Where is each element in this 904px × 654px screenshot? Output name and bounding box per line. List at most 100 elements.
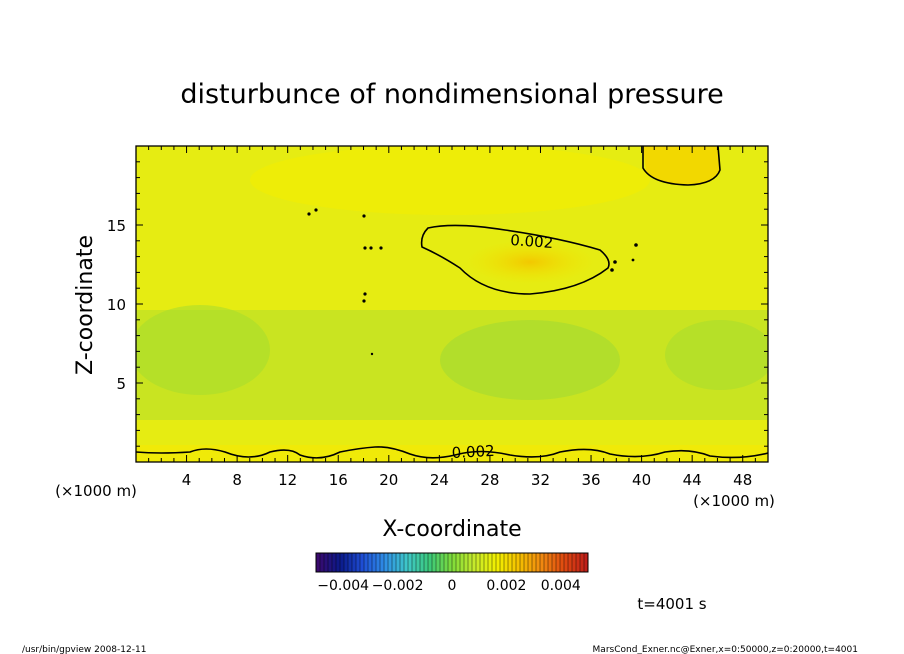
colorbar-cell bbox=[348, 553, 352, 572]
colorbar-cell bbox=[528, 553, 532, 572]
colorbar-cell bbox=[552, 553, 556, 572]
colorbar-cell bbox=[392, 553, 396, 572]
colorbar-cell bbox=[332, 553, 336, 572]
contour-line-bottom bbox=[136, 446, 768, 459]
colorbar-cell bbox=[328, 553, 332, 572]
contour-line-corner bbox=[642, 146, 721, 186]
contour-label-upper: 0.002 bbox=[510, 231, 554, 252]
colorbar-cell bbox=[452, 553, 456, 572]
colorbar-cell bbox=[388, 553, 392, 572]
colorbar-cell bbox=[420, 553, 424, 572]
colorbar-cell bbox=[524, 553, 528, 572]
x-tick-label: 4 bbox=[182, 471, 192, 489]
colorbar-cell bbox=[436, 553, 440, 572]
contour-dots bbox=[307, 208, 638, 356]
colorbar-cell bbox=[464, 553, 468, 572]
colorbar-cell bbox=[536, 553, 540, 572]
colorbar-cell bbox=[532, 553, 536, 572]
field-green-blob-mid bbox=[440, 320, 620, 400]
y-axis-label: Z-coordinate bbox=[73, 235, 98, 375]
colorbar-tick-label: −0.004 bbox=[317, 578, 369, 594]
contour-label-bottom: 0.002 bbox=[451, 442, 495, 462]
colorbar-cell bbox=[548, 553, 552, 572]
x-tick-label: 36 bbox=[581, 471, 600, 489]
colorbar-cell bbox=[572, 553, 576, 572]
colorbar-cell bbox=[364, 553, 368, 572]
colorbar-cell bbox=[456, 553, 460, 572]
colorbar-cell bbox=[344, 553, 348, 572]
x-tick-label: 48 bbox=[733, 471, 752, 489]
colorbar-cell bbox=[440, 553, 444, 572]
colorbar-cell bbox=[520, 553, 524, 572]
time-label: t=4001 s bbox=[637, 595, 706, 613]
colorbar-cell bbox=[544, 553, 548, 572]
x-tick-label: 12 bbox=[278, 471, 297, 489]
colorbar-cell bbox=[496, 553, 500, 572]
colorbar-cell bbox=[356, 553, 360, 572]
x-axis-label: X-coordinate bbox=[382, 517, 521, 542]
colorbar-cell bbox=[412, 553, 416, 572]
y-tick-label: 5 bbox=[116, 375, 126, 393]
colorbar-cell bbox=[408, 553, 412, 572]
colorbar-tick-labels: −0.004 −0.002 0 0.002 0.004 bbox=[317, 578, 581, 594]
y-axis-unit: (×1000 m) bbox=[55, 482, 137, 500]
colorbar-cell bbox=[472, 553, 476, 572]
colorbar-cell bbox=[400, 553, 404, 572]
colorbar-cell bbox=[340, 553, 344, 572]
colorbar-cell bbox=[516, 553, 520, 572]
x-tick-label: 28 bbox=[480, 471, 499, 489]
x-tick-label: 20 bbox=[379, 471, 398, 489]
colorbar-cell bbox=[556, 553, 560, 572]
y-axis-ticks bbox=[136, 161, 768, 447]
field-green-blob-left bbox=[136, 305, 270, 395]
field-yellow-bottom bbox=[136, 445, 768, 462]
x-tick-label: 32 bbox=[531, 471, 550, 489]
colorbar-cell bbox=[584, 553, 588, 572]
plot-area bbox=[136, 146, 768, 462]
colorbar-cell bbox=[500, 553, 504, 572]
x-axis-unit: (×1000 m) bbox=[693, 492, 775, 510]
colorbar-cell bbox=[424, 553, 428, 572]
colorbar-cell bbox=[372, 553, 376, 572]
colorbar-cell bbox=[460, 553, 464, 572]
colorbar-cell bbox=[324, 553, 328, 572]
colorbar-cell bbox=[336, 553, 340, 572]
field-yellow-top bbox=[250, 146, 650, 215]
colorbar-tick-label: 0.002 bbox=[486, 578, 526, 594]
y-tick-label: 10 bbox=[107, 296, 126, 314]
colorbar-cell bbox=[492, 553, 496, 572]
colorbar-cell bbox=[368, 553, 372, 572]
colorbar-tick-label: 0.004 bbox=[541, 578, 581, 594]
high-pressure-upper-right bbox=[643, 146, 720, 186]
colorbar-cell bbox=[484, 553, 488, 572]
colorbar-frame bbox=[315, 552, 589, 573]
colorbar-cell bbox=[540, 553, 544, 572]
footer-left: /usr/bin/gpview 2008-12-11 bbox=[22, 645, 146, 654]
colorbar-cell bbox=[476, 553, 480, 572]
colorbar-cell bbox=[428, 553, 432, 572]
chart-title: disturbunce of nondimensional pressure bbox=[180, 79, 723, 110]
colorbar-cell bbox=[580, 553, 584, 572]
colorbar-cell bbox=[448, 553, 452, 572]
x-axis-ticks bbox=[148, 146, 756, 462]
colorbar-cell bbox=[376, 553, 380, 572]
x-tick-label: 16 bbox=[329, 471, 348, 489]
colorbar-cell bbox=[512, 553, 516, 572]
colorbar-cell bbox=[432, 553, 436, 572]
x-tick-label: 44 bbox=[683, 471, 702, 489]
colorbar-cell bbox=[560, 553, 564, 572]
colorbar-cell bbox=[404, 553, 408, 572]
colorbar-cell bbox=[384, 553, 388, 572]
colorbar-cell bbox=[352, 553, 356, 572]
y-tick-label: 15 bbox=[107, 217, 126, 235]
colorbar-cell bbox=[568, 553, 572, 572]
footer-right: MarsCond_Exner.nc@Exner,x=0:50000,z=0:20… bbox=[593, 645, 858, 654]
colorbar bbox=[315, 553, 588, 572]
x-tick-label: 40 bbox=[632, 471, 651, 489]
y-axis-tick-labels: 5 10 15 bbox=[107, 217, 126, 393]
colorbar-tick-label: −0.002 bbox=[372, 578, 424, 594]
colorbar-cell bbox=[468, 553, 472, 572]
colorbar-cell bbox=[480, 553, 484, 572]
x-tick-label: 8 bbox=[232, 471, 242, 489]
